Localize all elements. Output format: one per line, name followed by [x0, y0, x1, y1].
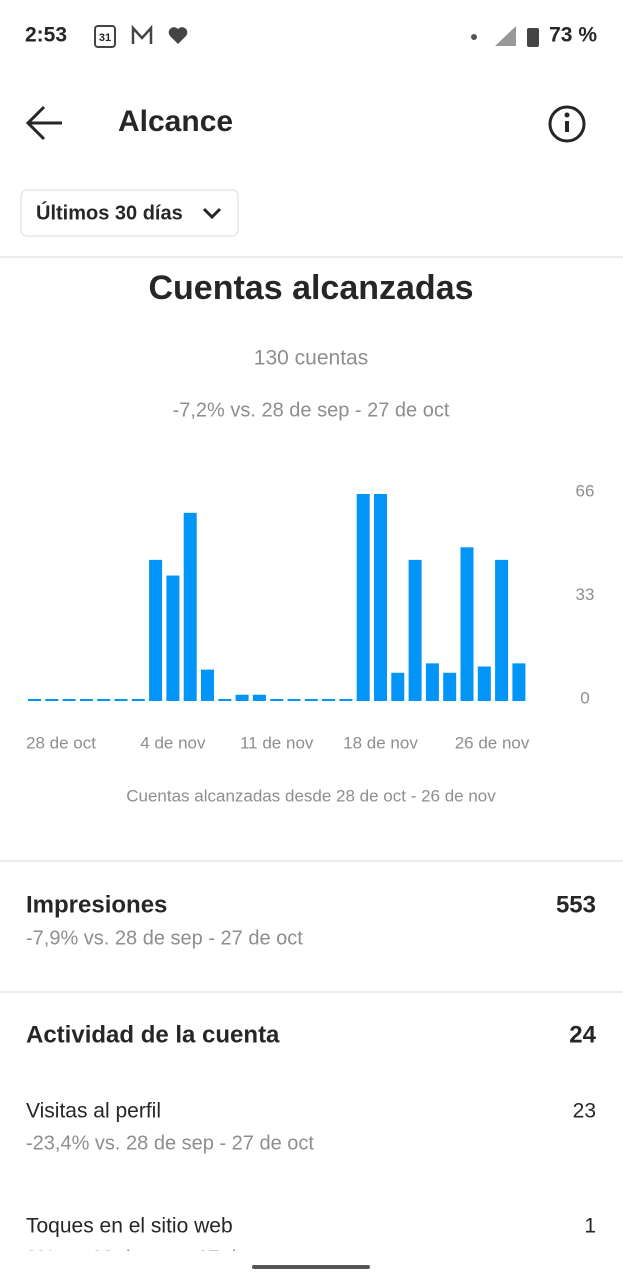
- chart-caption: Cuentas alcanzadas desde 28 de oct - 26 …: [126, 786, 496, 805]
- x-tick-label: 11 de nov: [240, 733, 314, 752]
- bar: [287, 699, 301, 701]
- bar: [149, 559, 163, 701]
- bar: [252, 694, 266, 701]
- bar: [114, 699, 128, 701]
- health-icon: [168, 27, 188, 44]
- bar: [166, 575, 180, 701]
- back-button[interactable]: [25, 105, 62, 141]
- metric-label: Toques en el sitio web: [26, 1215, 233, 1238]
- date-filter[interactable]: Últimos 30 días: [20, 189, 239, 237]
- bar: [460, 547, 474, 701]
- bar-chart: 0 33 66 28 de oct 4 de nov 11 de nov 18 de nov…: [26, 481, 594, 752]
- y-tick-label: 33: [576, 585, 595, 604]
- chart-comparison: -7,2% vs. 28 de sep - 27 de oct: [173, 399, 450, 421]
- bar: [270, 699, 284, 701]
- metric-change: -7,9% vs. 28 de sep - 27 de oct: [26, 927, 303, 949]
- bar: [408, 559, 422, 701]
- metric-value: 24: [569, 1021, 596, 1048]
- page-title: Alcance: [118, 105, 233, 138]
- bar: [183, 512, 197, 701]
- bar: [477, 666, 491, 701]
- x-tick-label: 18 de nov: [343, 733, 418, 752]
- metric-label: Actividad de la cuenta: [26, 1021, 280, 1048]
- bar: [374, 494, 387, 701]
- bar: [218, 699, 232, 701]
- metric-value: 1: [584, 1215, 596, 1238]
- metric-change: 0% vs. 28 de sep - 27 de oct: [26, 1247, 280, 1269]
- status-time: 2:53: [25, 24, 67, 47]
- home-indicator: [252, 1265, 370, 1269]
- calendar-day: 31: [99, 32, 111, 44]
- info-button[interactable]: [548, 105, 586, 143]
- bar: [425, 663, 439, 701]
- bar: [443, 672, 457, 701]
- bar: [79, 699, 93, 701]
- bar: [339, 699, 353, 701]
- chart-title: Cuentas alcanzadas: [148, 269, 473, 307]
- metric-label: Impresiones: [26, 891, 167, 918]
- dot-icon: [471, 34, 477, 40]
- filter-label: Últimos 30 días: [36, 200, 183, 224]
- metric-label: Visitas al perfil: [26, 1100, 161, 1123]
- bar: [131, 699, 145, 701]
- metric-change: -23,4% vs. 28 de sep - 27 de oct: [26, 1132, 314, 1154]
- bar: [495, 559, 509, 701]
- signal-icon: [495, 26, 516, 46]
- bar: [97, 699, 111, 701]
- chart-subtitle: 130 cuentas: [254, 347, 368, 370]
- bar: [356, 494, 370, 701]
- calendar-icon: [94, 25, 116, 48]
- y-tick-label: 0: [580, 688, 589, 707]
- metric-value: 553: [556, 891, 596, 918]
- bar: [201, 669, 214, 701]
- bar: [322, 699, 336, 701]
- x-tick-label: 28 de oct: [26, 733, 96, 752]
- battery-level: 73 %: [549, 24, 597, 47]
- bar: [391, 672, 405, 701]
- bar: [235, 694, 249, 701]
- bar: [45, 699, 59, 701]
- battery-icon: [527, 28, 539, 47]
- metric-value: 23: [573, 1100, 596, 1123]
- clipped-row: Toques en el sitio web 1 0% vs. 28 de se…: [26, 1215, 596, 1269]
- x-tick-label: 4 de nov: [140, 733, 206, 752]
- x-tick-label: 26 de nov: [455, 733, 530, 752]
- bar: [62, 699, 76, 701]
- y-tick-label: 66: [576, 481, 595, 500]
- bar: [304, 699, 318, 701]
- bar: [28, 699, 41, 701]
- bar: [512, 663, 526, 701]
- gmail-icon: [131, 24, 153, 44]
